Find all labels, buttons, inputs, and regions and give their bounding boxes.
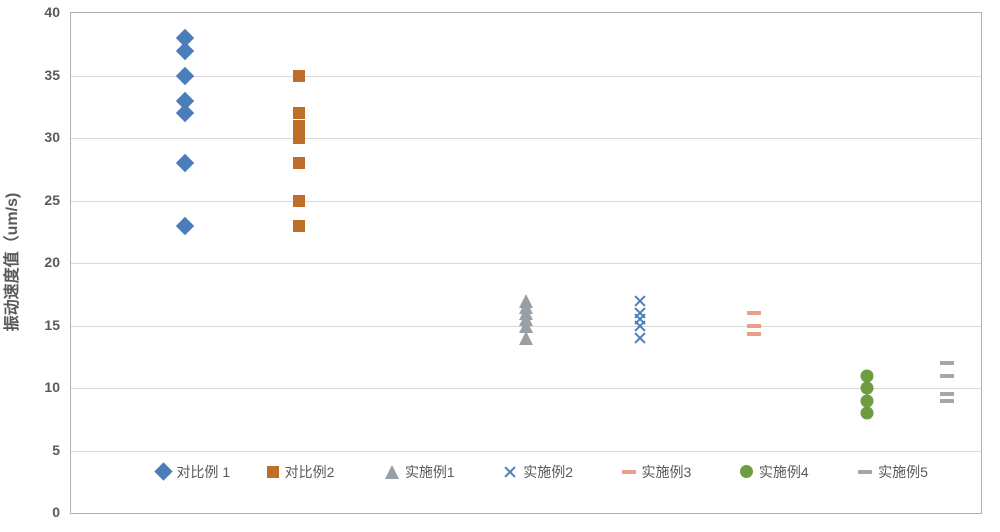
data-point — [940, 374, 954, 378]
data-point — [519, 294, 533, 308]
legend-item: 实施例4 — [740, 462, 809, 482]
x-icon — [503, 465, 517, 479]
y-tick-label: 5 — [52, 442, 60, 458]
data-point — [940, 361, 954, 365]
data-point — [861, 369, 874, 382]
gridline — [71, 451, 981, 452]
gridline — [71, 263, 981, 264]
data-point — [176, 91, 194, 109]
gridline — [71, 138, 981, 139]
data-point — [861, 394, 874, 407]
data-point — [293, 70, 305, 82]
data-point — [176, 66, 194, 84]
legend-item: 对比例2 — [267, 462, 335, 482]
data-point — [861, 407, 874, 420]
data-point — [633, 331, 647, 345]
data-point — [176, 29, 194, 47]
diamond-icon — [155, 463, 173, 481]
legend-item: 实施例5 — [858, 462, 928, 482]
data-point — [293, 195, 305, 207]
y-tick-label: 20 — [44, 254, 60, 270]
data-point — [293, 132, 305, 144]
data-point — [747, 311, 761, 315]
y-tick-label: 25 — [44, 192, 60, 208]
y-tick-label: 10 — [44, 379, 60, 395]
hbar-icon — [858, 470, 872, 474]
data-point — [176, 154, 194, 172]
data-point — [633, 306, 647, 320]
data-point — [176, 216, 194, 234]
data-point — [861, 382, 874, 395]
hbar-icon — [622, 470, 636, 474]
data-point — [747, 324, 761, 328]
chart-container: 振动速度值（um/s) 对比例 1 对比例2 实施例1 实施例2 实施例3 实施例4 实施例… — [0, 0, 1000, 532]
data-point — [293, 220, 305, 232]
y-tick-label: 15 — [44, 317, 60, 333]
y-axis-title: 振动速度值（um/s) — [0, 193, 22, 332]
legend-label: 对比例2 — [285, 462, 335, 482]
data-point — [293, 157, 305, 169]
data-point — [293, 120, 305, 132]
gridline — [71, 76, 981, 77]
gridline — [71, 201, 981, 202]
gridline — [71, 388, 981, 389]
y-tick-label: 40 — [44, 4, 60, 20]
legend-label: 对比例 1 — [176, 462, 230, 482]
data-point — [747, 332, 761, 336]
legend-label: 实施例4 — [759, 462, 809, 482]
triangle-icon — [385, 465, 399, 479]
data-point — [293, 107, 305, 119]
legend-item: 实施例1 — [385, 462, 455, 482]
circle-icon — [740, 465, 753, 478]
data-point — [940, 399, 954, 403]
y-tick-label: 30 — [44, 129, 60, 145]
legend-label: 实施例1 — [405, 462, 455, 482]
y-tick-label: 35 — [44, 67, 60, 83]
legend-item: 实施例2 — [503, 462, 573, 482]
square-icon — [267, 466, 279, 478]
legend-label: 实施例3 — [642, 462, 692, 482]
legend-label: 实施例2 — [523, 462, 573, 482]
data-point — [519, 331, 533, 345]
legend-item: 实施例3 — [622, 462, 692, 482]
legend-item: 对比例 1 — [157, 462, 230, 482]
data-point — [940, 392, 954, 396]
legend-label: 实施例5 — [878, 462, 928, 482]
y-tick-label: 0 — [52, 504, 60, 520]
data-point — [633, 294, 647, 308]
plot-area: 对比例 1 对比例2 实施例1 实施例2 实施例3 实施例4 实施例5 — [70, 12, 982, 514]
